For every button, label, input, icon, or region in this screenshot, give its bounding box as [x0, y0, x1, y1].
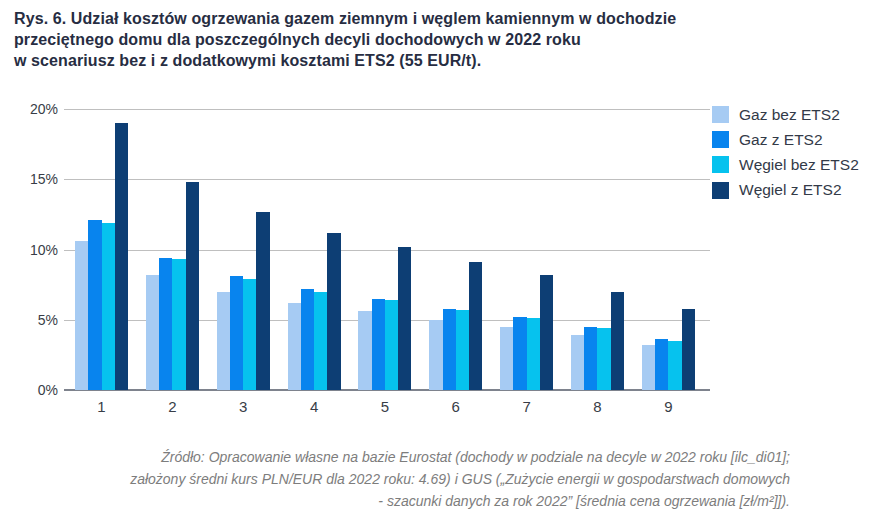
y-tick-label: 0%	[0, 382, 58, 398]
bar-decile1-series0	[75, 241, 88, 390]
bar-decile3-series3	[256, 212, 269, 390]
legend-swatch-wegiel-bez-ets2	[712, 156, 729, 173]
bar-decile5-series1	[372, 299, 385, 390]
legend-item: Węgiel z ETS2	[712, 182, 859, 199]
bar-decile7-series0	[500, 327, 513, 390]
y-tick-label: 20%	[0, 101, 58, 117]
x-tick-label: 9	[648, 398, 688, 415]
bar-decile4-series2	[314, 292, 327, 390]
bar-decile6-series2	[456, 310, 469, 390]
bar-chart: 0% 5% 10% 15% 20% 1 2 3 4 5 6 7 8 9	[0, 0, 881, 518]
legend-label: Gaz z ETS2	[739, 131, 823, 149]
bar-decile9-series0	[642, 345, 655, 390]
bar-decile7-series1	[513, 317, 526, 390]
y-tick-label: 15%	[0, 171, 58, 187]
bar-decile8-series1	[584, 327, 597, 390]
source-note-line: Źródło: Opracowanie własne na bazie Euro…	[30, 446, 790, 468]
bar-decile7-series2	[527, 318, 540, 390]
bar-decile2-series0	[146, 275, 159, 390]
legend-swatch-wegiel-z-ets2	[712, 182, 729, 199]
legend-swatch-gaz-bez-ets2	[712, 106, 729, 123]
bar-decile2-series2	[172, 259, 185, 390]
legend-swatch-gaz-z-ets2	[712, 131, 729, 148]
bar-decile6-series1	[443, 309, 456, 390]
legend-item: Gaz z ETS2	[712, 131, 859, 148]
gridline	[64, 109, 710, 110]
x-tick-label: 2	[152, 398, 192, 415]
bar-decile2-series3	[186, 182, 199, 390]
legend-label: Węgiel z ETS2	[739, 181, 842, 199]
bar-decile4-series1	[301, 289, 314, 390]
bar-decile1-series2	[102, 223, 115, 390]
gridline	[64, 250, 710, 251]
bar-decile5-series3	[398, 247, 411, 390]
legend-item: Gaz bez ETS2	[712, 106, 859, 123]
bar-decile3-series1	[230, 276, 243, 390]
source-note: Źródło: Opracowanie własne na bazie Euro…	[30, 446, 790, 512]
x-tick-label: 4	[294, 398, 334, 415]
chart-legend: Gaz bez ETS2 Gaz z ETS2 Węgiel bez ETS2 …	[712, 106, 859, 207]
y-tick-label: 5%	[0, 312, 58, 328]
bar-decile8-series3	[611, 292, 624, 390]
bar-decile8-series2	[597, 328, 610, 390]
bar-decile3-series2	[243, 279, 256, 390]
figure-page: Rys. 6. Udział kosztów ogrzewania gazem …	[0, 0, 881, 518]
x-tick-label: 1	[82, 398, 122, 415]
bar-decile1-series1	[88, 220, 101, 390]
x-tick-label: 8	[577, 398, 617, 415]
x-tick-label: 5	[365, 398, 405, 415]
gridline	[64, 179, 710, 180]
bar-decile1-series3	[115, 123, 128, 390]
bar-decile8-series0	[571, 335, 584, 390]
bar-decile6-series0	[429, 320, 442, 390]
bar-decile4-series3	[327, 233, 340, 390]
x-tick-label: 3	[223, 398, 263, 415]
bar-decile4-series0	[288, 303, 301, 390]
bar-decile5-series2	[385, 300, 398, 390]
legend-label: Węgiel bez ETS2	[739, 156, 859, 174]
x-tick-label: 7	[507, 398, 547, 415]
bar-decile2-series1	[159, 258, 172, 390]
source-note-line: założony średni kurs PLN/EUR dla 2022 ro…	[30, 468, 790, 490]
y-tick-label: 10%	[0, 242, 58, 258]
bar-decile3-series0	[217, 292, 230, 390]
bar-decile9-series2	[668, 341, 681, 390]
bar-decile5-series0	[358, 311, 371, 390]
bar-decile7-series3	[540, 275, 553, 390]
bar-decile9-series3	[682, 309, 695, 390]
legend-item: Węgiel bez ETS2	[712, 156, 859, 173]
legend-label: Gaz bez ETS2	[739, 106, 840, 124]
bar-decile6-series3	[469, 262, 482, 390]
bar-decile9-series1	[655, 339, 668, 390]
x-tick-label: 6	[436, 398, 476, 415]
source-note-line: - szacunki danych za rok 2022” [średnia …	[30, 490, 790, 512]
